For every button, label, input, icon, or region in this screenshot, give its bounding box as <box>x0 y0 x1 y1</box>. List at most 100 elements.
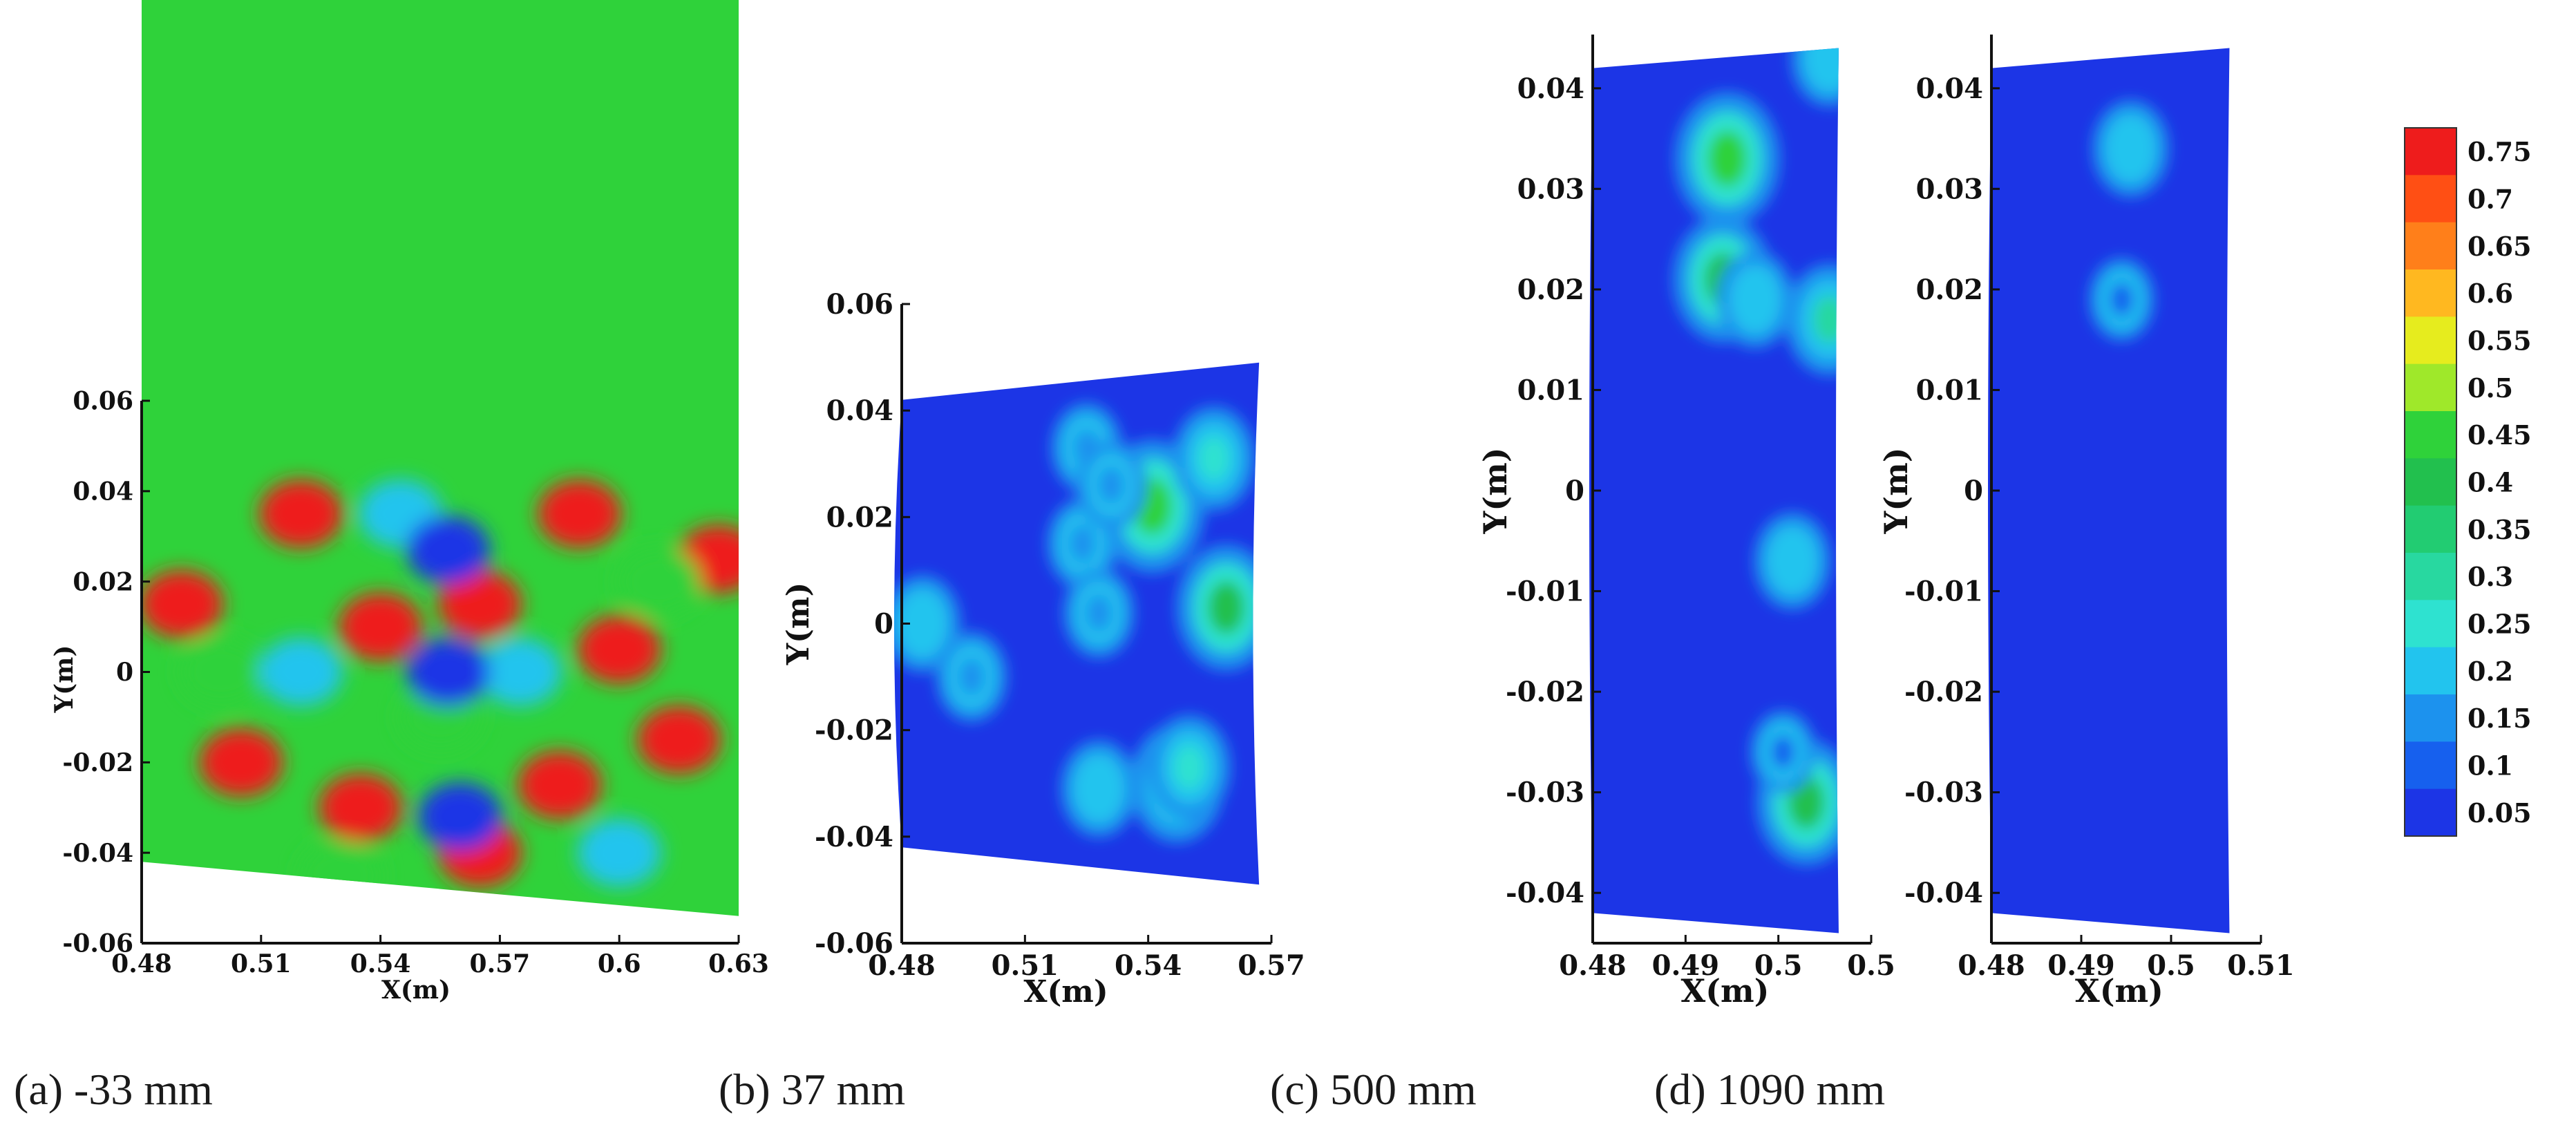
contour-spot <box>406 515 491 585</box>
y-axis-title: Y(m) <box>1877 447 1915 534</box>
colorbar-swatch <box>2405 647 2456 695</box>
x-tick-label: 0.54 <box>350 949 411 978</box>
colorbar-swatch <box>2405 316 2456 365</box>
colorbar-label: 0.4 <box>2468 467 2513 498</box>
contour-spot <box>299 841 383 910</box>
caption-d: (d) 1090 mm <box>1654 1065 1886 1114</box>
contour-spot <box>418 782 502 851</box>
colorbar-label: 0.35 <box>2468 514 2532 545</box>
colorbar-label: 0.75 <box>2468 136 2532 167</box>
colorbar-label: 0.45 <box>2468 419 2532 451</box>
colorbar-label: 0.2 <box>2468 656 2513 687</box>
y-tick-label: 0.04 <box>1916 73 1983 105</box>
contour-spot <box>339 592 423 661</box>
y-tick-label: 0 <box>116 658 133 687</box>
contour-spot <box>179 638 263 706</box>
x-axis-title: X(m) <box>2075 972 2163 1009</box>
contour-spot <box>2110 282 2134 317</box>
panel-a: 0.06 0.04 0.02 0 -0.02 -0.04 -0.060.48 0.51 0.54… <box>50 0 769 1005</box>
colorbar-swatch <box>2405 600 2456 648</box>
y-tick-label: -0.04 <box>815 821 893 853</box>
y-tick-label: -0.06 <box>62 929 133 958</box>
contour-spots-a <box>142 480 739 910</box>
y-tick-label: 0.01 <box>1916 374 1983 406</box>
contour-spot <box>406 638 491 706</box>
contour-spot <box>1208 580 1245 634</box>
contour-spot <box>477 638 562 706</box>
x-tick-label: 0.51 <box>2227 949 2294 982</box>
contour-spot <box>258 638 343 706</box>
y-tick-label: 0.02 <box>826 501 893 533</box>
y-tick-label: -0.02 <box>815 714 893 747</box>
contour-spot <box>199 728 283 797</box>
x-tick-label: 0.6 <box>598 949 641 978</box>
y-tick-label: -0.04 <box>62 839 133 868</box>
x-tick-label: 0.49 <box>2047 949 2114 982</box>
y-tick-label: 0.04 <box>826 395 893 427</box>
colorbar-swatch <box>2405 505 2456 553</box>
colorbar-swatch <box>2405 128 2456 176</box>
y-axis-title: Y(m) <box>50 645 79 714</box>
colorbar-label: 0.6 <box>2468 278 2513 309</box>
contour-spot <box>617 547 701 616</box>
y-tick-label: 0 <box>874 608 893 641</box>
contour-spot <box>1084 768 1113 810</box>
x-tick-label: 0.57 <box>470 949 531 978</box>
panel-d: 0.04 0.03 0.02 0.01 0 -0.01 -0.02 -0.03 -0.04 0.4… <box>1877 35 2295 1009</box>
colorbar-label: 0.7 <box>2468 184 2513 215</box>
contour-spot <box>908 603 937 645</box>
y-tick-label: -0.01 <box>1904 576 1983 608</box>
contour-spot <box>637 705 721 775</box>
colorbar-swatch <box>2405 175 2456 223</box>
colorbar-label: 0.15 <box>2468 703 2532 734</box>
y-tick-label: -0.02 <box>1904 676 1983 708</box>
x-axis-title: X(m) <box>1023 974 1108 1009</box>
contour-spots-c <box>1673 48 1839 866</box>
y-tick-label: 0.04 <box>1517 73 1584 105</box>
contour-spot <box>538 480 622 549</box>
y-tick-label: 0.03 <box>1916 173 1983 205</box>
colorbar-label: 0.05 <box>2468 797 2532 828</box>
panel-b: 0.06 0.04 0.02 0 -0.02 -0.04 -0.060.48 0.51 0.54… <box>781 288 1305 1009</box>
contour-spot <box>1086 594 1112 632</box>
y-tick-label: 0.04 <box>73 477 133 506</box>
y-tick-label: 0.02 <box>1916 274 1983 306</box>
colorbar-label: 0.3 <box>2468 561 2513 592</box>
y-tick-label: 0.02 <box>1517 274 1584 306</box>
x-tick-label: 0.51 <box>992 949 1059 982</box>
y-tick-label: -0.02 <box>1506 676 1584 708</box>
colorbar-swatch <box>2405 363 2456 412</box>
y-axis-title: Y(m) <box>781 582 816 666</box>
y-tick-label: 0 <box>1565 475 1584 507</box>
x-tick-label: 0.5 <box>1847 949 1895 982</box>
x-tick-label: 0.57 <box>1238 949 1305 982</box>
contour-spot <box>438 569 522 638</box>
panel-c: 0.04 0.03 0.02 0.01 0 -0.01 -0.02 -0.03 -0.04 0.4… <box>1477 35 1895 1009</box>
colorbar-swatch <box>2405 741 2456 790</box>
contour-spot <box>142 569 224 638</box>
colorbar-swatch <box>2405 458 2456 506</box>
y-tick-label: -0.04 <box>1506 877 1584 909</box>
y-tick-label: -0.03 <box>1904 777 1983 809</box>
contour-spot <box>1813 296 1839 343</box>
contour-spot <box>319 773 403 842</box>
colorbar-swatch <box>2405 411 2456 459</box>
caption-c: (c) 500 mm <box>1270 1065 1477 1114</box>
contour-spot <box>518 750 602 819</box>
x-tick-label: 0.49 <box>1652 949 1719 982</box>
contour-spot <box>1707 131 1747 187</box>
contour-spot <box>1815 48 1839 79</box>
y-tick-label: 0.01 <box>1517 374 1584 406</box>
contour-spot <box>258 480 343 549</box>
colorbar-label: 0.25 <box>2468 609 2532 640</box>
colorbar-frame <box>2404 127 2457 837</box>
x-tick-label: 0.48 <box>868 949 935 982</box>
colorbar-swatch <box>2405 788 2456 837</box>
contour-spot <box>958 658 985 696</box>
colorbar-label: 0.65 <box>2468 231 2532 262</box>
y-tick-label: -0.04 <box>1904 877 1983 909</box>
colorbar-label: 0.55 <box>2468 325 2532 357</box>
colorbar-swatch <box>2405 269 2456 317</box>
